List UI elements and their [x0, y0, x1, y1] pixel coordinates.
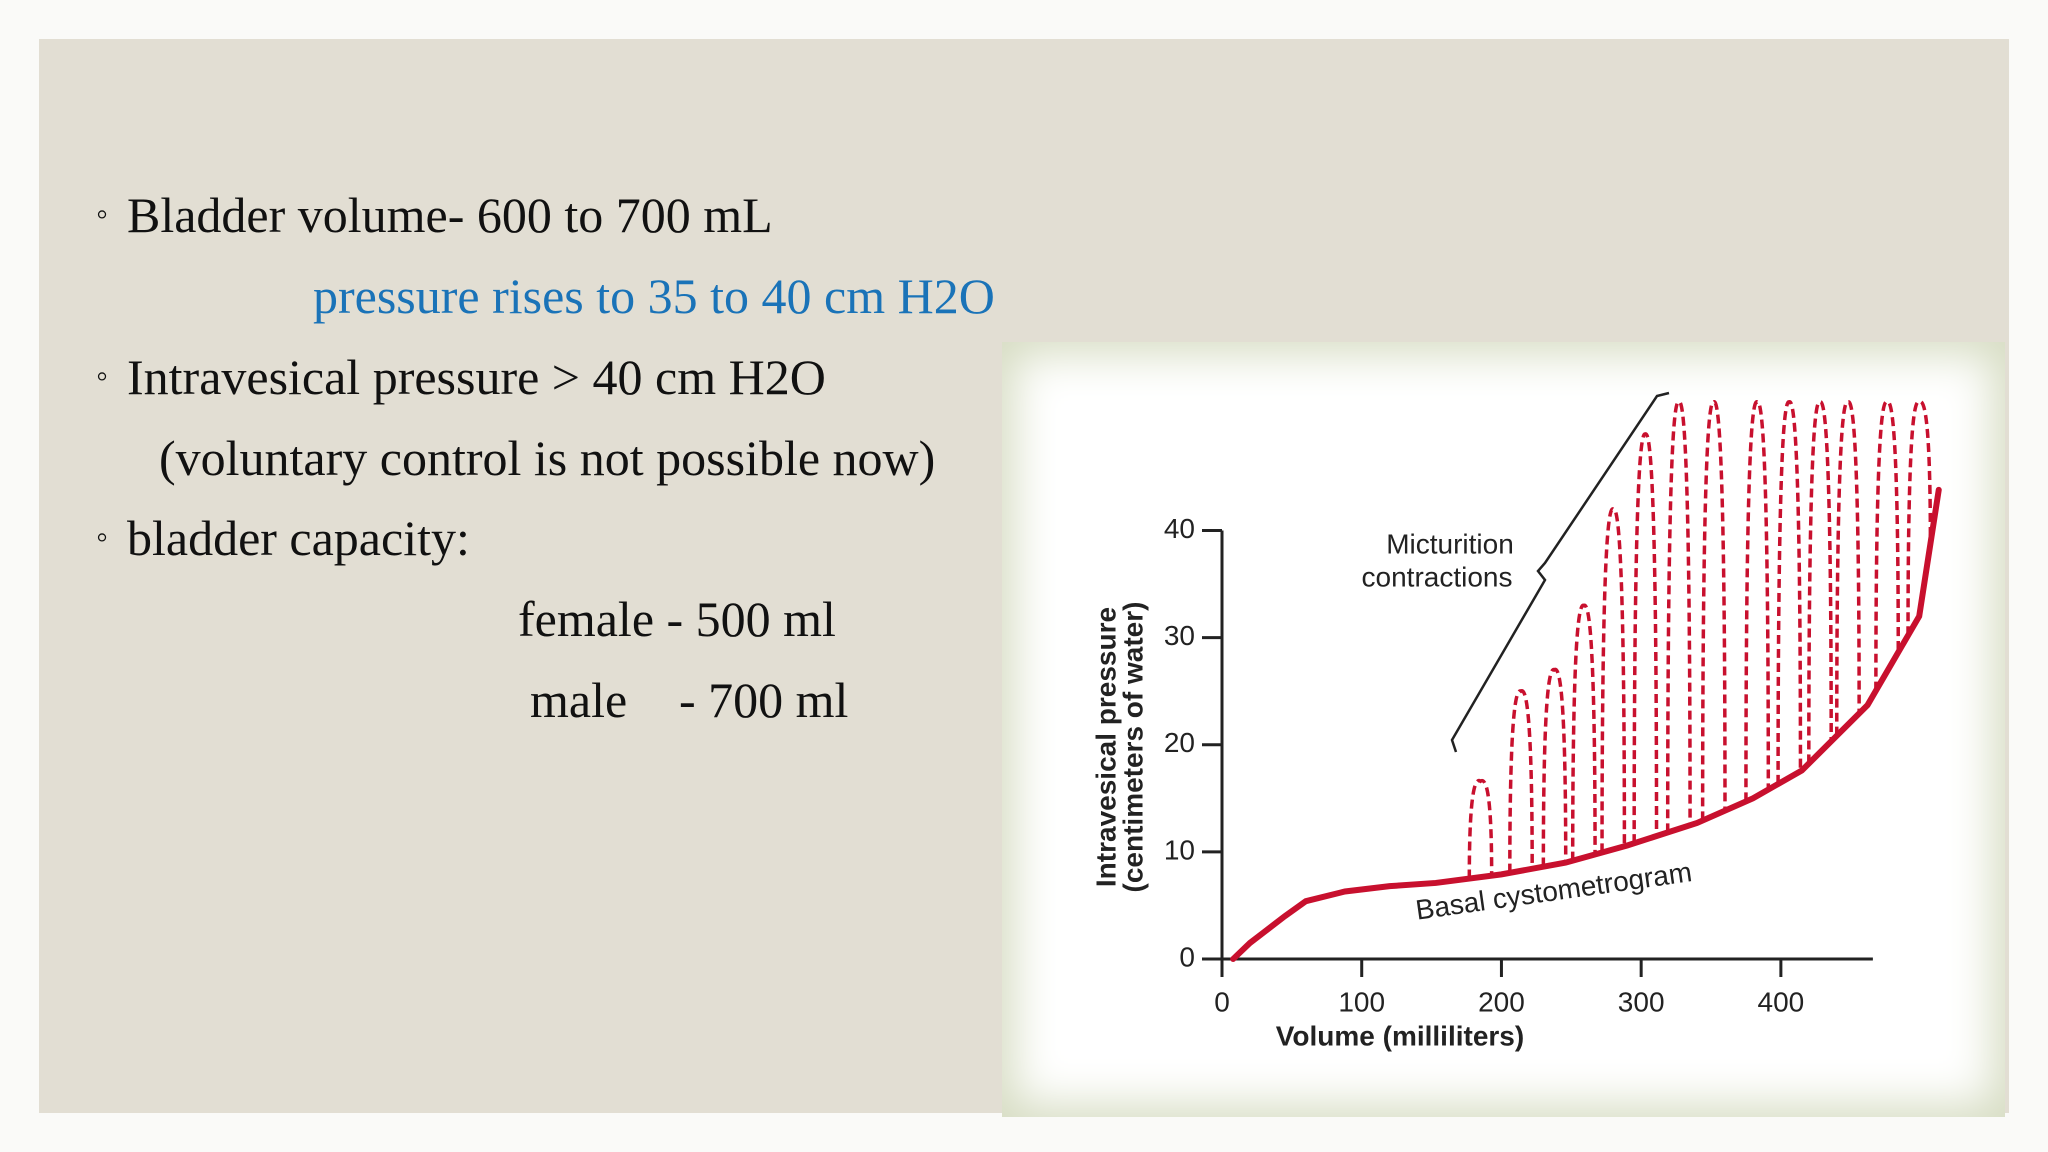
y-tick-label: 20	[1164, 727, 1195, 758]
y-tick-label: 0	[1179, 941, 1195, 972]
bullet-text: bladder capacity:	[96, 513, 470, 563]
contraction	[1600, 507, 1627, 853]
x-axis-label: Volume (milliliters)	[1276, 1020, 1524, 1051]
annotation: Micturition	[1386, 528, 1514, 559]
bullet-text: Bladder volume- 600 to 700 mL	[96, 190, 773, 240]
bracket	[1450, 391, 1670, 753]
x-tick-label: 0	[1214, 986, 1230, 1017]
y-tick-label: 30	[1164, 620, 1195, 651]
contraction	[1632, 432, 1659, 844]
x-tick-label: 400	[1758, 986, 1805, 1017]
x-tick-label: 300	[1618, 986, 1665, 1017]
y-tick-label: 10	[1164, 834, 1195, 865]
contraction	[1700, 400, 1727, 821]
contraction	[1744, 400, 1771, 802]
contraction	[1807, 400, 1833, 764]
slide-band	[1002, 39, 2009, 342]
contraction	[1776, 400, 1803, 785]
x-tick-label: 100	[1338, 986, 1385, 1017]
sub-text: pressure rises to 35 to 40 cm H2O	[313, 268, 995, 324]
contraction	[1906, 399, 1933, 636]
bullet-text: Intravesical pressure > 40 cm H2O	[96, 352, 826, 402]
x-tick-label: 200	[1478, 986, 1525, 1017]
contraction	[1874, 400, 1900, 691]
contraction	[1665, 400, 1692, 833]
y-axis-label: Intravesical pressure	[1090, 607, 1121, 887]
contraction	[1467, 778, 1494, 879]
contraction	[1541, 667, 1568, 867]
sub-text: female - 500 ml	[518, 591, 836, 647]
contraction	[1835, 400, 1861, 736]
sub-text: - 700 ml	[679, 672, 849, 728]
sub-text: (voluntary control is not possible now)	[159, 430, 936, 486]
contraction	[1570, 603, 1597, 861]
sub-text: male	[530, 672, 628, 728]
y-axis-label: (centimeters of water)	[1117, 602, 1148, 893]
y-tick-label: 40	[1164, 513, 1195, 544]
annotation: contractions	[1362, 561, 1513, 592]
basal-line	[1230, 486, 1942, 962]
contraction	[1508, 689, 1534, 873]
